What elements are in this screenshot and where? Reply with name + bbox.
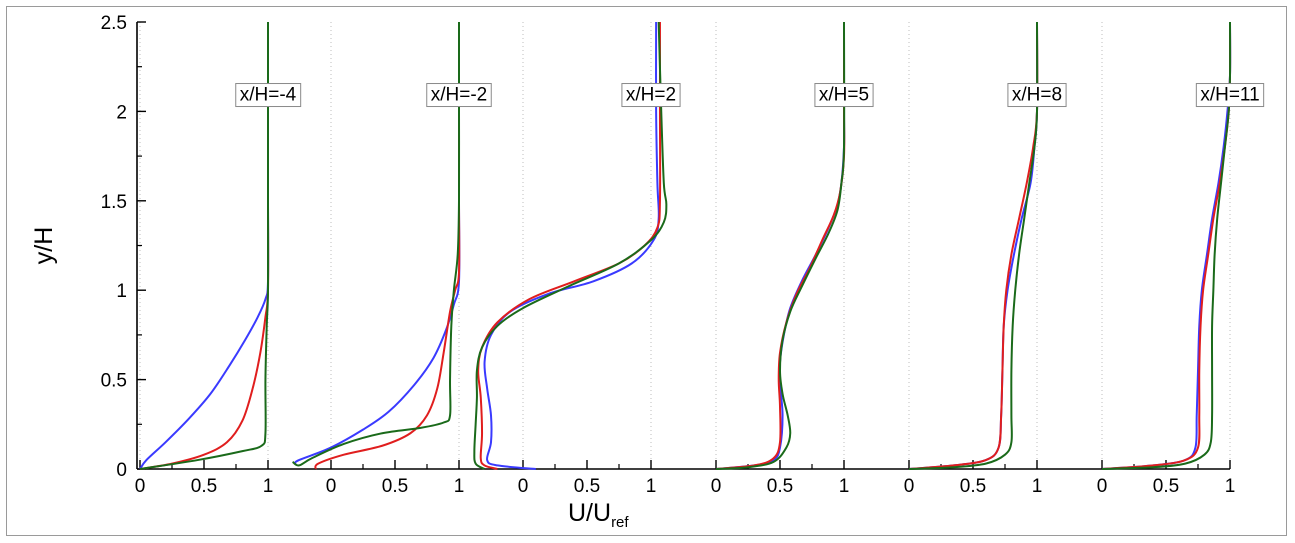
station-label-box [621, 83, 681, 108]
grid-lines [139, 22, 1231, 469]
x-tick-label: 0 [711, 476, 722, 497]
series-line [908, 21, 1039, 470]
y-tick-label: 0.5 [101, 371, 127, 392]
y-tick-label: 2.5 [101, 13, 127, 34]
x-tick-label: 0.5 [767, 476, 793, 497]
station-label: x/H=11 [1200, 85, 1259, 106]
x-tick-label: 1 [1225, 476, 1236, 497]
station-label-box [1007, 83, 1067, 108]
x-axis-label: U/Uref [568, 499, 629, 531]
series-line [291, 22, 461, 467]
station-label-box [235, 83, 302, 108]
axes: 0 0.5 1 1.5 2 2.5 0 0.5 1 0 0.5 1 0 0.5 1 0 0.5 1 0 0.5 1 0 0.… [101, 13, 1236, 497]
x-tick-label: 1 [646, 476, 657, 497]
series-line [477, 22, 662, 470]
station-labels: x/H=-4 x/H=-2 x/H=2 x/H=5 x/H=8 x/H=11 [235, 83, 1265, 108]
x-axis-label-subscript: ref [611, 514, 629, 531]
station-label: x/H=5 [819, 85, 869, 106]
x-tick-label: 1 [263, 476, 274, 497]
series-line [473, 21, 668, 470]
y-tick-label: 1 [116, 281, 127, 302]
x-tick-label: 0.5 [191, 476, 217, 497]
station-label: x/H=-2 [431, 85, 488, 106]
y-tick-label: 2 [116, 102, 127, 123]
station-label-box [814, 83, 874, 108]
x-tick-label: 1 [1032, 476, 1043, 497]
x-tick-label: 0 [1097, 476, 1108, 497]
x-tick-label: 1 [454, 476, 465, 497]
y-tick-label: 0 [116, 460, 127, 481]
series-line [139, 22, 270, 470]
series-group [139, 21, 1232, 470]
station-label: x/H=-4 [240, 85, 297, 106]
station-label-box [426, 83, 492, 108]
station-label: x/H=2 [626, 85, 676, 106]
series-line [715, 21, 846, 470]
x-axis-label-main: U/U [568, 499, 611, 527]
series-line [908, 21, 1039, 470]
station-label: x/H=8 [1012, 85, 1062, 106]
x-tick-label: 0.5 [1153, 476, 1179, 497]
x-tick-label: 1 [839, 476, 850, 497]
series-line [1101, 21, 1232, 470]
y-tick-label: 1.5 [101, 192, 127, 213]
x-tick-label: 0 [135, 476, 146, 497]
x-tick-label: 0.5 [574, 476, 600, 497]
x-tick-label: 0.5 [960, 476, 986, 497]
y-axis-label: y/H [30, 227, 58, 265]
station-label-box [1195, 83, 1265, 108]
x-tick-label: 0.5 [382, 476, 408, 497]
x-tick-label: 0 [518, 476, 529, 497]
x-tick-label: 0 [326, 476, 337, 497]
x-tick-label: 0 [904, 476, 915, 497]
